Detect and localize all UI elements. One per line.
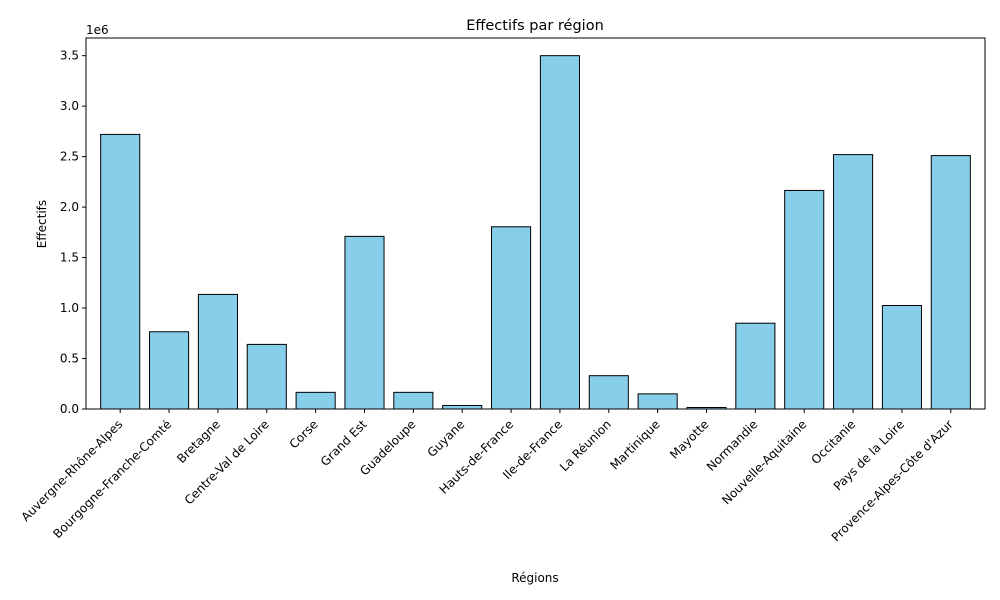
- bar: [344, 235, 385, 410]
- plot-frame: [85, 37, 986, 410]
- y-axis-title: Effectifs: [35, 200, 49, 248]
- bar: [100, 133, 141, 410]
- bar: [491, 226, 532, 410]
- x-tick-label: Centre-Val de Loire: [182, 417, 272, 507]
- x-tick-label: Auvergne-Rhône-Alpes: [18, 417, 125, 524]
- y-tick-label: 1.0: [60, 301, 79, 315]
- plot-area: 0.0 0.5 1.0 1.5 2.0 2.5 3.0 3.5 Auvergne-Rhône-A…: [18, 37, 986, 544]
- x-tick-label: Bretagne: [174, 417, 223, 466]
- chart-title: Effectifs par région: [466, 18, 604, 34]
- bar: [784, 189, 825, 410]
- x-tick-label: Mayotte: [667, 417, 712, 462]
- bar: [197, 293, 238, 410]
- y-tick-label: 2.0: [60, 200, 79, 214]
- y-tick-label: 2.5: [60, 150, 79, 164]
- bar: [393, 391, 434, 410]
- x-tick-label: Corse: [287, 417, 321, 451]
- bar: [881, 305, 922, 410]
- y-tick-label: 3.0: [60, 99, 79, 113]
- bar: [246, 343, 287, 410]
- bar: [833, 154, 874, 410]
- x-tick-label: La Réunion: [557, 417, 614, 474]
- x-tick-label: Martinique: [607, 417, 662, 472]
- bar: [588, 375, 629, 410]
- x-tick-label: Guyane: [425, 417, 468, 460]
- x-axis-title: Régions: [511, 571, 558, 585]
- y-tick-label: 0.0: [60, 402, 79, 416]
- x-tick-label: Nouvelle-Aquitaine: [719, 417, 809, 507]
- bar: [930, 155, 971, 410]
- bar: [442, 404, 483, 410]
- x-tick-label: Grand Est: [318, 417, 370, 469]
- bar: [637, 393, 678, 410]
- bar: [735, 322, 776, 410]
- y-tick-label: 0.5: [60, 352, 79, 366]
- x-tick-label: Occitanie: [808, 417, 858, 467]
- bar: [295, 391, 336, 410]
- y-offset-label: 1e6: [86, 23, 109, 37]
- bar: [539, 55, 580, 410]
- y-tick-label: 1.5: [60, 251, 79, 265]
- y-tick-label: 3.5: [60, 49, 79, 63]
- bar: [149, 331, 190, 410]
